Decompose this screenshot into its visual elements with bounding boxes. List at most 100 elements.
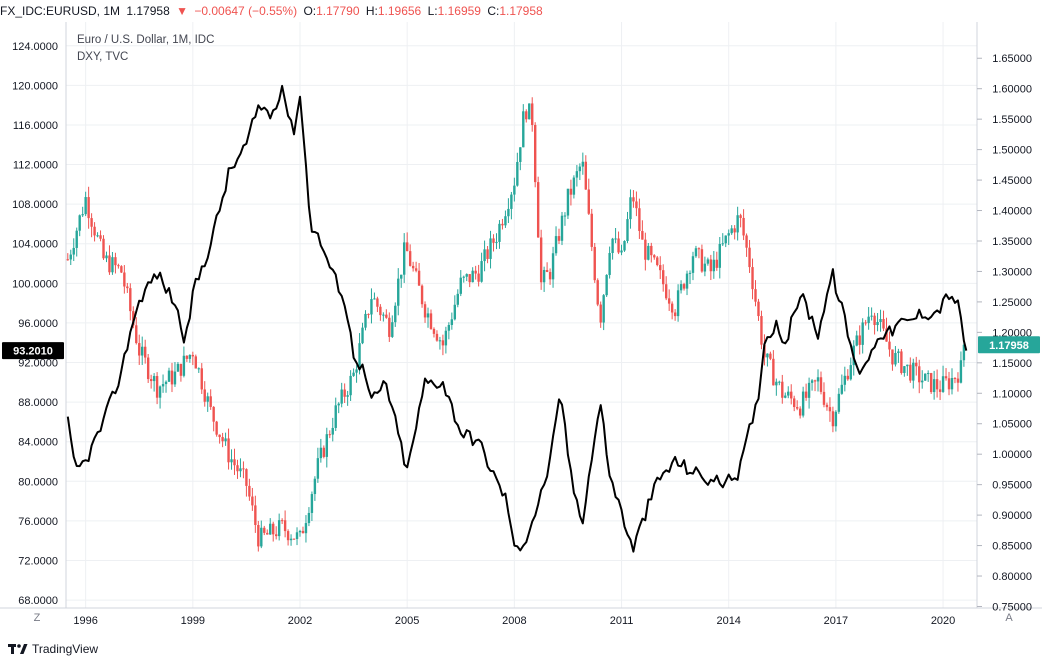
- candle-body: [188, 354, 192, 359]
- candle-body: [751, 267, 754, 290]
- candle-body: [486, 249, 489, 259]
- right-tick-label: 1.35000: [992, 236, 1032, 248]
- candle-body: [498, 223, 501, 242]
- candle-body: [361, 327, 364, 344]
- candle-body: [391, 322, 394, 337]
- candle-body: [453, 304, 457, 320]
- candle-body: [93, 226, 96, 236]
- chart-legend: Euro / U.S. Dollar, 1M, IDC DXY, TVC: [77, 32, 214, 66]
- legend-compare-series[interactable]: DXY, TVC: [77, 51, 129, 63]
- left-axis[interactable]: 68.0000 72.0000 76.0000 80.0000 84.0000 88.00…: [12, 41, 58, 607]
- candle-body: [807, 382, 811, 398]
- candle-body: [542, 269, 546, 283]
- candle-body: [721, 243, 724, 245]
- candle-body: [590, 213, 593, 247]
- candle-body: [891, 349, 894, 365]
- candle-body: [834, 411, 838, 427]
- candle-body: [111, 257, 114, 273]
- candle-body: [662, 270, 665, 285]
- candle-body: [400, 274, 403, 279]
- candle-body: [727, 233, 730, 236]
- footer-brand[interactable]: TradingView: [32, 642, 99, 656]
- auto-scale-button[interactable]: A: [1005, 612, 1013, 624]
- candle-body: [146, 357, 150, 380]
- candle-body: [709, 259, 713, 272]
- candle-body: [554, 236, 558, 254]
- candle-body: [685, 273, 689, 289]
- candle-body: [810, 380, 814, 383]
- chart-canvas[interactable]: 68.0000 72.0000 76.0000 80.0000 84.0000 88.00…: [0, 22, 1042, 634]
- candle-body: [769, 353, 772, 359]
- candle-body: [280, 520, 284, 522]
- candle-body: [626, 219, 629, 242]
- candle-body: [456, 293, 459, 305]
- candle-body: [822, 391, 826, 405]
- last-price: 1.17958: [126, 4, 170, 18]
- right-last-badge: 1.17958: [978, 336, 1040, 354]
- candle-body: [742, 217, 745, 236]
- candle-body: [441, 340, 445, 346]
- candle-body: [611, 238, 614, 254]
- candle-body: [167, 370, 171, 382]
- left-tick-label: 108.0000: [12, 199, 58, 211]
- candle-body: [129, 288, 132, 312]
- right-tick-label: 0.90000: [992, 510, 1032, 522]
- candle-body: [757, 301, 760, 317]
- candle-body: [670, 303, 674, 313]
- candle-body: [953, 378, 957, 380]
- candle-body: [813, 380, 817, 382]
- candle-body: [417, 270, 421, 286]
- candle-body: [325, 434, 328, 457]
- right-tick-label: 1.45000: [992, 175, 1032, 187]
- candle-body: [620, 250, 623, 253]
- candle-body: [257, 525, 260, 547]
- symbol-name[interactable]: FX_IDC:EURUSD, 1M: [0, 4, 121, 18]
- candle-body: [90, 218, 93, 227]
- candle-body: [635, 201, 638, 209]
- left-tick-label: 120.0000: [12, 80, 58, 92]
- time-tick-label: 1996: [73, 615, 97, 627]
- candle-body: [548, 271, 552, 280]
- legend-main-series[interactable]: Euro / U.S. Dollar, 1M, IDC: [77, 34, 215, 46]
- candle-body: [164, 381, 168, 385]
- candle-body: [730, 228, 733, 234]
- candle-body: [831, 411, 835, 427]
- candle-body: [316, 458, 320, 479]
- candle-body: [504, 216, 507, 226]
- candle-body: [778, 381, 781, 383]
- candle-body: [656, 257, 659, 266]
- candle-body: [149, 379, 153, 382]
- left-scale-button[interactable]: Z: [33, 612, 41, 624]
- candle-body: [849, 365, 852, 380]
- candle-body: [587, 189, 590, 214]
- candle-body: [932, 379, 936, 393]
- candle-body: [888, 341, 891, 350]
- candle-body: [557, 236, 561, 241]
- candle-body: [367, 313, 370, 315]
- candle-body: [629, 197, 632, 220]
- dxy-line: [66, 84, 968, 553]
- candle-body: [956, 378, 960, 383]
- candle-body: [310, 494, 314, 513]
- candle-body: [269, 523, 272, 535]
- time-axis[interactable]: 1996 1999 2002 2005 2008 2011 2014 2017 2020: [73, 615, 955, 627]
- candle-body: [411, 265, 415, 269]
- right-tick-label: 1.05000: [992, 419, 1032, 431]
- right-tick-label: 1.15000: [992, 358, 1032, 370]
- candle-body: [861, 322, 864, 345]
- candle-body: [414, 268, 418, 271]
- candle-body: [718, 243, 721, 268]
- candle-body: [772, 358, 775, 386]
- time-tick-label: 2002: [288, 615, 312, 627]
- candle-body: [301, 530, 305, 534]
- candle-body: [578, 166, 582, 172]
- candle-body: [825, 404, 829, 408]
- candle-body: [251, 496, 254, 506]
- time-tick-label: 1999: [181, 615, 205, 627]
- candle-body: [471, 270, 474, 283]
- candle-body: [918, 366, 921, 383]
- candle-body: [468, 274, 471, 283]
- candle-body: [143, 346, 147, 358]
- candle-body: [614, 238, 617, 240]
- candle-body: [170, 370, 174, 385]
